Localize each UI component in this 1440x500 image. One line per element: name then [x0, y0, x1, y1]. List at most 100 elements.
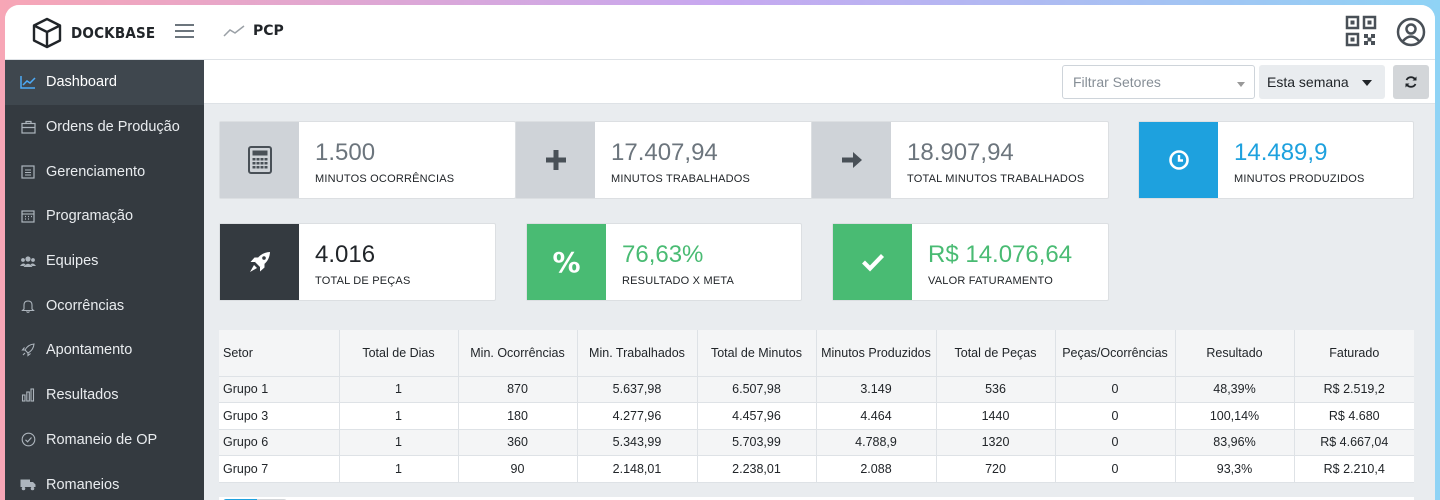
sector-filter-select[interactable]: Filtrar Setores — [1062, 65, 1255, 99]
table-cell: 1 — [339, 402, 459, 430]
table-cell: 4.788,9 — [816, 429, 937, 456]
stat-box-minutos-ocorrencias: 1.500 MINUTOS OCORRÊNCIAS — [219, 121, 516, 199]
sidebar-item-apontamento[interactable]: Apontamento — [5, 328, 204, 373]
stat-value: 17.407,94 — [611, 139, 718, 166]
user-avatar-icon[interactable] — [1396, 17, 1426, 47]
refresh-button[interactable] — [1393, 65, 1429, 99]
table-cell: 83,96% — [1175, 429, 1295, 456]
column-header[interactable]: Total de Minutos — [697, 330, 817, 377]
stat-value: 14.489,9 — [1234, 139, 1328, 166]
table-cell: 536 — [936, 376, 1056, 403]
check-icon — [861, 254, 884, 272]
page-title: PCP — [253, 23, 284, 39]
table-cell: 5.343,99 — [577, 429, 698, 456]
refresh-icon — [1405, 76, 1417, 88]
table-cell: 0 — [1055, 455, 1176, 483]
table-cell: 100,14% — [1175, 402, 1295, 430]
arrow-right-icon — [841, 152, 862, 168]
rocket-icon — [20, 342, 36, 358]
sidebar-item-label: Resultados — [46, 387, 119, 404]
table-row: Grupo 3 1 180 4.277,96 4.457,96 4.464 14… — [219, 402, 1414, 430]
sidebar-item-label: Equipes — [46, 253, 99, 270]
sidebar-item-dashboard[interactable]: Dashboard — [5, 60, 204, 105]
sidebar-item-label: Ocorrências — [46, 297, 125, 314]
table-cell: R$ 2.210,4 — [1294, 455, 1414, 483]
table-cell: 48,39% — [1175, 376, 1295, 403]
column-header[interactable]: Total de Peças — [936, 330, 1056, 377]
table-cell: 6.507,98 — [697, 376, 817, 403]
table-row: Grupo 6 1 360 5.343,99 5.703,99 4.788,9 … — [219, 429, 1414, 456]
sidebar-item-equipes[interactable]: Equipes — [5, 239, 204, 284]
list-icon — [20, 164, 36, 180]
column-header[interactable]: Minutos Produzidos — [816, 330, 937, 377]
table-cell: Grupo 3 — [219, 402, 340, 430]
brand[interactable]: DOCKBASE — [30, 16, 155, 50]
column-header[interactable]: Faturado — [1294, 330, 1414, 377]
sidebar-item-label: Romaneio de OP — [46, 431, 158, 448]
sidebar-item-label: Gerenciamento — [46, 163, 146, 180]
column-header[interactable]: Setor — [219, 330, 340, 377]
bar-chart-icon — [20, 387, 36, 403]
table-cell: Grupo 6 — [219, 429, 340, 456]
calculator-icon — [247, 146, 272, 174]
rocket-icon — [249, 252, 270, 272]
percent-icon: % — [552, 245, 581, 279]
sidebar-item-programacao[interactable]: Programação — [5, 194, 204, 239]
table-cell: 93,3% — [1175, 455, 1295, 483]
plus-icon — [545, 150, 566, 170]
brand-name: DOCKBASE — [71, 24, 156, 42]
period-select-value: Esta semana — [1267, 74, 1349, 90]
table-cell: 360 — [458, 429, 578, 456]
table-row: Grupo 7 1 90 2.148,01 2.238,01 2.088 720… — [219, 455, 1414, 483]
truck-icon — [20, 477, 36, 493]
table-cell: 1320 — [936, 429, 1056, 456]
qr-code-icon[interactable] — [1345, 15, 1377, 47]
table-cell: 2.088 — [816, 455, 937, 483]
table-cell: 1 — [339, 429, 459, 456]
filter-toolbar: Filtrar Setores Esta semana — [204, 60, 1435, 104]
caret-down-icon — [1362, 80, 1372, 86]
stat-value: R$ 14.076,64 — [928, 241, 1073, 268]
table-cell: 0 — [1055, 402, 1176, 430]
table-cell: 0 — [1055, 376, 1176, 403]
table-cell: 5.703,99 — [697, 429, 817, 456]
stat-label: MINUTOS PRODUZIDOS — [1234, 173, 1365, 185]
column-header[interactable]: Resultado — [1175, 330, 1295, 377]
table-cell: 3.149 — [816, 376, 937, 403]
table-cell: 90 — [458, 455, 578, 483]
sidebar-item-romaneio-op[interactable]: Romaneio de OP — [5, 418, 204, 463]
column-header[interactable]: Peças/Ocorrências — [1055, 330, 1176, 377]
table-cell: 2.148,01 — [577, 455, 698, 483]
sidebar-item-romaneios[interactable]: Romaneios — [5, 462, 204, 500]
sidebar-item-ordens[interactable]: Ordens de Produção — [5, 105, 204, 150]
sidebar-item-ocorrencias[interactable]: Ocorrências — [5, 283, 204, 328]
sidebar-item-gerenciamento[interactable]: Gerenciamento — [5, 149, 204, 194]
sidebar-item-resultados[interactable]: Resultados — [5, 373, 204, 418]
users-icon — [20, 253, 36, 269]
table-cell: 720 — [936, 455, 1056, 483]
column-header[interactable]: Min. Ocorrências — [458, 330, 578, 377]
top-header: DOCKBASE PCP — [5, 5, 1435, 60]
table-cell: Grupo 7 — [219, 455, 340, 483]
chart-line-icon — [20, 74, 36, 90]
bell-icon — [20, 298, 36, 314]
trend-line-icon — [223, 25, 245, 37]
column-header[interactable]: Total de Dias — [339, 330, 459, 377]
table-cell: Grupo 1 — [219, 376, 340, 403]
briefcase-icon — [20, 119, 36, 135]
check-circle-icon — [20, 432, 36, 448]
main-content: Filtrar Setores Esta semana — [204, 60, 1435, 500]
stat-value: 1.500 — [315, 139, 376, 166]
stat-value: 76,63% — [622, 241, 704, 268]
table-cell: 1 — [339, 376, 459, 403]
column-header[interactable]: Min. Trabalhados — [577, 330, 698, 377]
table-cell: 5.637,98 — [577, 376, 698, 403]
stat-label: RESULTADO X META — [622, 275, 734, 287]
table-cell: 4.277,96 — [577, 402, 698, 430]
stat-box-total-minutos: 18.907,94 TOTAL MINUTOS TRABALHADOS — [811, 121, 1109, 199]
period-select[interactable]: Esta semana — [1259, 65, 1385, 99]
menu-toggle-button[interactable] — [175, 24, 194, 38]
sidebar-item-label: Dashboard — [46, 74, 117, 91]
chevron-down-icon — [1237, 82, 1245, 87]
sidebar-item-label: Romaneios — [46, 476, 120, 493]
